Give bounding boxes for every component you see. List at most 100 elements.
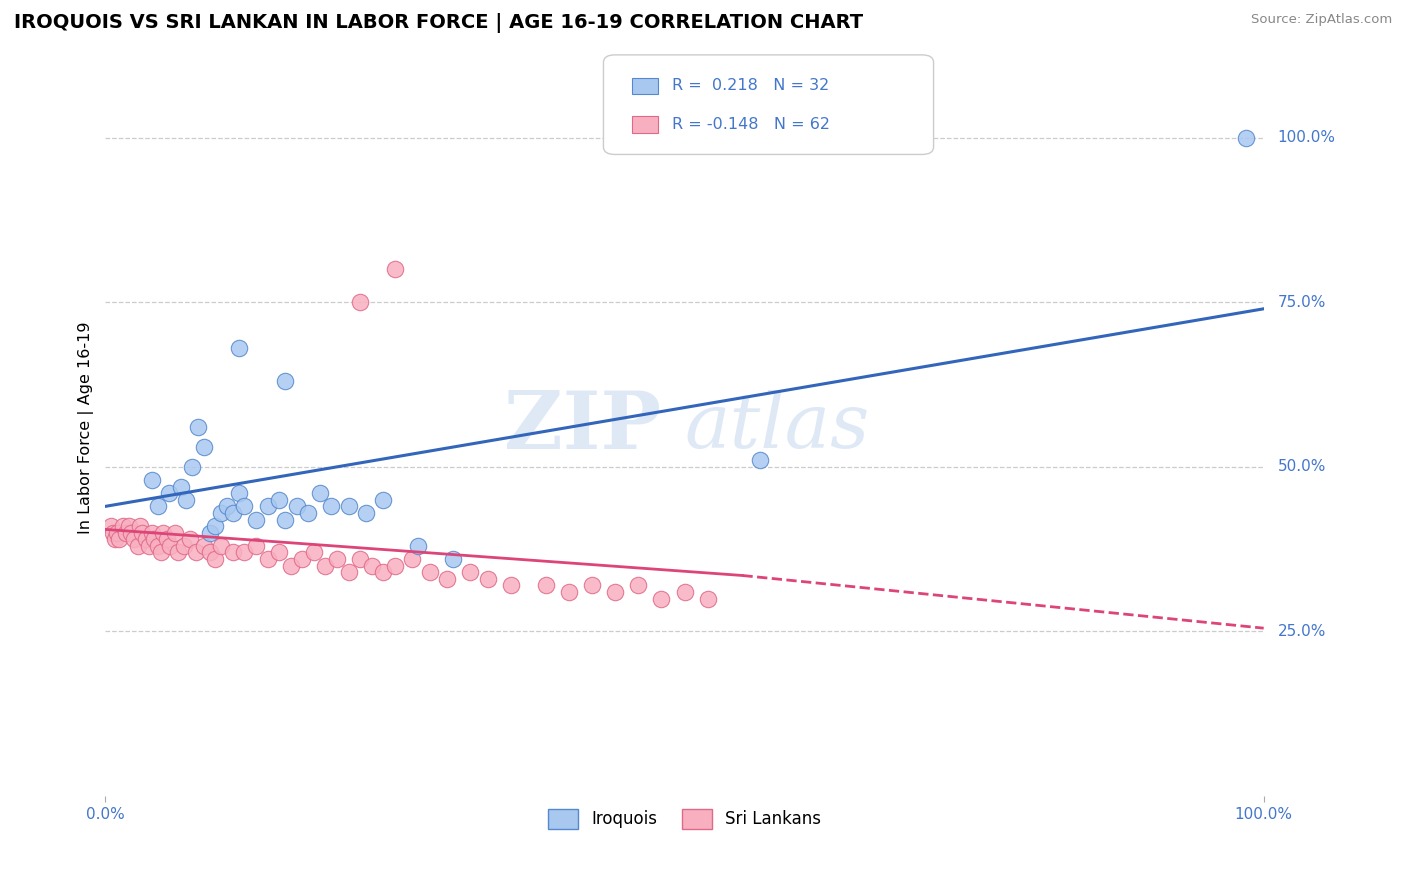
Point (1234, 130, 1257, 145)
Point (401, 552, 423, 566)
Point (581, 578, 603, 592)
Point (117, 519, 139, 533)
Point (419, 565, 441, 579)
Point (209, 539, 232, 553)
Point (198, 525, 221, 540)
Point (256, 500, 278, 514)
Point (103, 525, 125, 540)
Point (184, 545, 207, 559)
Point (104, 533, 127, 547)
Y-axis label: In Labor Force | Age 16-19: In Labor Force | Age 16-19 (79, 321, 94, 533)
Point (163, 525, 186, 540)
FancyBboxPatch shape (633, 78, 658, 94)
Point (198, 545, 221, 559)
Text: 75.0%: 75.0% (1278, 294, 1326, 310)
Point (269, 492, 291, 507)
Point (233, 500, 256, 514)
Point (285, 500, 308, 514)
Point (274, 512, 297, 526)
Point (337, 565, 360, 579)
Point (534, 578, 557, 592)
FancyBboxPatch shape (603, 55, 934, 154)
Point (256, 552, 278, 566)
Point (406, 539, 429, 553)
Point (441, 552, 464, 566)
Point (141, 525, 163, 540)
Point (269, 545, 291, 559)
Point (436, 572, 458, 586)
Point (360, 558, 382, 573)
Point (673, 585, 696, 599)
Point (354, 506, 377, 520)
Point (499, 578, 522, 592)
Point (108, 533, 131, 547)
Point (167, 545, 190, 559)
Point (193, 539, 215, 553)
Text: ZIP: ZIP (505, 388, 661, 467)
Point (314, 558, 336, 573)
Point (349, 295, 371, 310)
Point (308, 486, 330, 500)
FancyBboxPatch shape (633, 117, 658, 133)
Point (138, 539, 160, 553)
Text: 100.0%: 100.0% (1278, 130, 1336, 145)
Text: R = -0.148   N = 62: R = -0.148 N = 62 (672, 117, 830, 132)
Point (127, 539, 149, 553)
Point (159, 539, 181, 553)
Point (179, 533, 201, 547)
Point (124, 533, 146, 547)
Point (458, 565, 481, 579)
Point (156, 533, 179, 547)
Point (120, 525, 142, 540)
Point (146, 539, 169, 553)
Point (321, 500, 343, 514)
Point (215, 500, 238, 514)
Point (209, 506, 232, 520)
Point (233, 545, 256, 559)
Point (603, 585, 626, 599)
Point (129, 519, 152, 533)
Point (326, 552, 349, 566)
Point (204, 552, 226, 566)
Point (204, 519, 226, 533)
Point (477, 572, 499, 586)
Point (105, 525, 128, 540)
Point (169, 480, 191, 494)
Point (143, 533, 166, 547)
Point (748, 453, 770, 467)
Point (181, 459, 204, 474)
Point (173, 539, 195, 553)
Point (245, 539, 267, 553)
Point (149, 545, 172, 559)
Point (187, 420, 209, 434)
Point (141, 473, 163, 487)
Point (384, 558, 406, 573)
Text: IROQUOIS VS SRI LANKAN IN LABOR FORCE | AGE 16-19 CORRELATION CHART: IROQUOIS VS SRI LANKAN IN LABOR FORCE | … (14, 13, 863, 33)
Legend: Iroquois, Sri Lankans: Iroquois, Sri Lankans (541, 802, 828, 836)
Point (157, 486, 180, 500)
Point (696, 591, 718, 606)
Point (135, 533, 157, 547)
Point (228, 486, 250, 500)
Text: atlas: atlas (685, 391, 870, 465)
Point (337, 500, 360, 514)
Point (111, 519, 134, 533)
Text: 25.0%: 25.0% (1278, 624, 1326, 639)
Point (131, 525, 153, 540)
Point (274, 374, 297, 388)
Text: R =  0.218   N = 32: R = 0.218 N = 32 (672, 78, 830, 94)
Point (176, 492, 198, 507)
Point (193, 440, 215, 454)
Point (627, 578, 650, 592)
Point (373, 565, 395, 579)
Point (222, 506, 245, 520)
Text: Source: ZipAtlas.com: Source: ZipAtlas.com (1251, 13, 1392, 27)
Point (297, 506, 319, 520)
Text: 50.0%: 50.0% (1278, 459, 1326, 475)
Point (100, 519, 122, 533)
Point (228, 341, 250, 355)
Point (245, 512, 267, 526)
Point (115, 525, 138, 540)
Point (280, 558, 302, 573)
Point (302, 545, 325, 559)
